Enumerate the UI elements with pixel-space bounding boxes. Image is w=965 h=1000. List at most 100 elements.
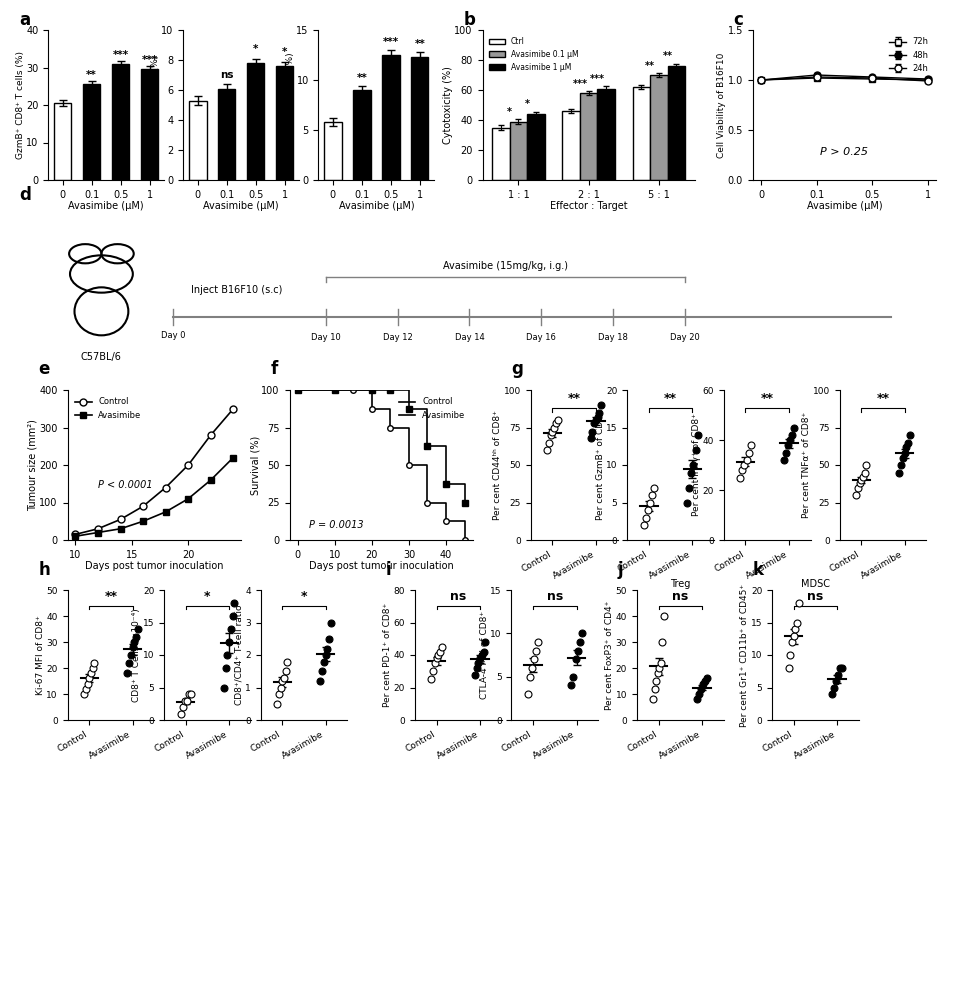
Text: f: f bbox=[270, 360, 278, 378]
Text: *: * bbox=[508, 107, 512, 117]
Point bbox=[78, 681, 94, 697]
Point bbox=[698, 673, 713, 689]
Point bbox=[691, 686, 706, 702]
Point bbox=[271, 686, 287, 702]
Text: ns: ns bbox=[808, 590, 823, 603]
Point bbox=[474, 647, 489, 663]
Point bbox=[313, 673, 328, 689]
Avasimibe bbox=[182, 493, 194, 505]
Point bbox=[647, 480, 662, 496]
Point bbox=[572, 634, 588, 650]
Control bbox=[115, 513, 126, 525]
Y-axis label: Per cent CD44ʰʰ of CD8⁺: Per cent CD44ʰʰ of CD8⁺ bbox=[493, 410, 503, 520]
Point bbox=[531, 634, 546, 650]
Point bbox=[831, 666, 846, 682]
Avasimibe bbox=[440, 478, 452, 490]
Point bbox=[570, 643, 586, 659]
Point bbox=[787, 621, 803, 637]
Point bbox=[546, 420, 562, 436]
Point bbox=[278, 663, 293, 679]
Bar bbox=[324, 122, 342, 180]
Control bbox=[69, 528, 81, 540]
Point bbox=[897, 445, 913, 461]
X-axis label: Avasimibe (μM): Avasimibe (μM) bbox=[339, 201, 414, 211]
Point bbox=[900, 434, 916, 450]
Point bbox=[583, 430, 598, 446]
Point bbox=[688, 442, 703, 458]
Control bbox=[160, 482, 172, 494]
Y-axis label: IFNγ⁺ CD8⁺ T cells (%): IFNγ⁺ CD8⁺ T cells (%) bbox=[151, 54, 160, 156]
Point bbox=[550, 412, 565, 428]
Text: Avasimibe (15mg/kg, i.g.): Avasimibe (15mg/kg, i.g.) bbox=[443, 261, 567, 271]
Legend: Ctrl, Avasimibe 0.1 μM, Avasimibe 1 μM: Ctrl, Avasimibe 0.1 μM, Avasimibe 1 μM bbox=[486, 34, 582, 75]
Y-axis label: Cytotoxicity (%): Cytotoxicity (%) bbox=[443, 66, 453, 144]
Point bbox=[179, 692, 195, 708]
Point bbox=[87, 655, 102, 671]
Point bbox=[529, 643, 544, 659]
Point bbox=[679, 495, 695, 510]
Text: ***: *** bbox=[113, 50, 128, 60]
Control bbox=[366, 403, 377, 415]
Y-axis label: Cell Viability of B16F10: Cell Viability of B16F10 bbox=[717, 52, 727, 158]
Point bbox=[741, 444, 757, 460]
Point bbox=[696, 676, 711, 692]
Point bbox=[120, 665, 135, 681]
Point bbox=[833, 660, 848, 676]
X-axis label: Avasimibe (μM): Avasimibe (μM) bbox=[807, 201, 882, 211]
Text: *: * bbox=[253, 44, 259, 54]
Point bbox=[124, 639, 141, 655]
Point bbox=[700, 670, 715, 686]
Text: g: g bbox=[511, 360, 523, 378]
Bar bbox=[54, 103, 71, 180]
Point bbox=[902, 427, 918, 443]
Bar bbox=[510, 121, 527, 180]
Point bbox=[589, 412, 604, 428]
Point bbox=[855, 469, 870, 485]
Text: e: e bbox=[39, 360, 50, 378]
Point bbox=[828, 673, 843, 689]
Point bbox=[216, 680, 232, 696]
Text: Day 14: Day 14 bbox=[455, 334, 484, 342]
Control bbox=[205, 429, 216, 441]
Text: c: c bbox=[733, 11, 743, 29]
Point bbox=[128, 629, 144, 645]
Point bbox=[541, 434, 557, 450]
Avasimibe bbox=[115, 523, 126, 535]
Point bbox=[430, 647, 446, 663]
Point bbox=[175, 699, 190, 715]
Text: *: * bbox=[205, 590, 210, 603]
Title: Treg: Treg bbox=[670, 579, 691, 589]
Point bbox=[321, 631, 337, 647]
Point bbox=[183, 686, 199, 702]
Text: P = 0.0013: P = 0.0013 bbox=[309, 520, 364, 530]
Text: Inject B16F10 (s.c): Inject B16F10 (s.c) bbox=[191, 285, 283, 295]
Control bbox=[347, 384, 359, 396]
Text: **: ** bbox=[645, 60, 655, 70]
Text: P > 0.25: P > 0.25 bbox=[820, 147, 868, 157]
Point bbox=[824, 686, 840, 702]
Avasimibe bbox=[366, 384, 377, 396]
Point bbox=[785, 634, 800, 650]
Point bbox=[651, 660, 667, 676]
Point bbox=[471, 655, 486, 671]
Text: ***: *** bbox=[572, 79, 588, 89]
Bar bbox=[580, 93, 597, 180]
Control bbox=[422, 497, 433, 508]
Line: Avasimibe: Avasimibe bbox=[298, 390, 464, 502]
Text: *: * bbox=[525, 100, 530, 109]
Y-axis label: CTLA-4 MFI of CD8⁺: CTLA-4 MFI of CD8⁺ bbox=[480, 611, 489, 699]
Point bbox=[473, 650, 487, 666]
Y-axis label: Per cent Gr1⁺ CD11b⁺ of CD45⁺: Per cent Gr1⁺ CD11b⁺ of CD45⁺ bbox=[740, 583, 750, 727]
Bar bbox=[597, 89, 615, 180]
Text: **: ** bbox=[567, 392, 581, 405]
Text: ns: ns bbox=[220, 70, 234, 80]
Point bbox=[323, 614, 339, 630]
Point bbox=[656, 608, 672, 624]
Point bbox=[859, 457, 874, 473]
Control bbox=[329, 384, 341, 396]
Point bbox=[693, 681, 708, 697]
Bar bbox=[83, 84, 100, 180]
Text: **: ** bbox=[663, 51, 673, 62]
Avasimibe bbox=[422, 440, 433, 452]
Point bbox=[894, 457, 909, 473]
